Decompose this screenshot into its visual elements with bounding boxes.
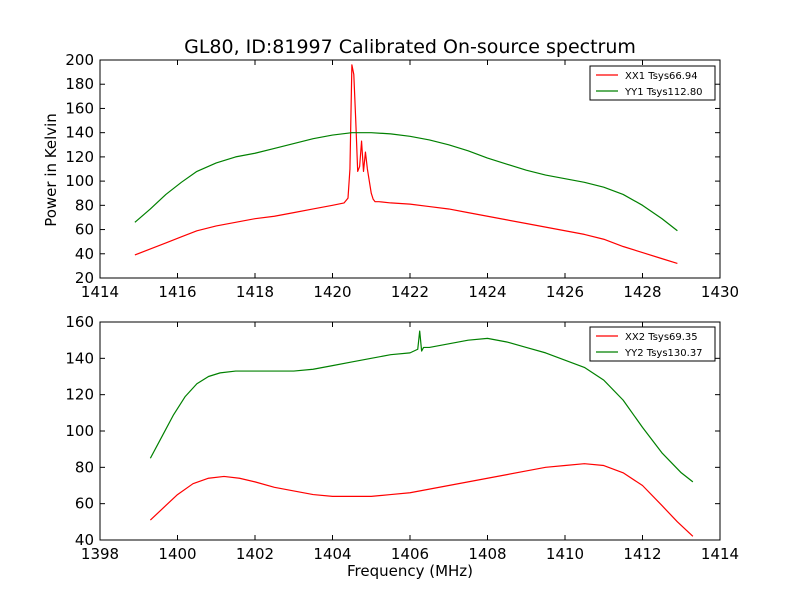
y-tick-label: 180 [65, 75, 94, 93]
y-tick-label: 20 [75, 269, 94, 287]
y-tick-label: 120 [65, 386, 94, 404]
y-tick-label: 60 [75, 495, 94, 513]
x-tick-label: 1412 [623, 545, 661, 563]
series-line-xx1 [134, 64, 678, 265]
x-tick-label: 1426 [546, 283, 584, 301]
y-tick-label: 100 [65, 422, 94, 440]
y-tick-label: 80 [75, 196, 94, 214]
y-tick-label: 60 [75, 221, 94, 239]
x-tick-label: 1410 [546, 545, 584, 563]
y-tick-label: 40 [75, 531, 94, 549]
legend-box [589, 65, 716, 101]
series-line-xx2 [149, 463, 694, 537]
x-tick-label: 1400 [158, 545, 196, 563]
x-tick-label: 1404 [313, 545, 351, 563]
legend-box [589, 326, 716, 362]
x-tick-label: 1424 [468, 283, 506, 301]
x-tick-label: 1428 [623, 283, 661, 301]
y-tick-label: 140 [65, 124, 94, 142]
y-axis-label: Power in Kelvin [42, 113, 60, 227]
figure-title: GL80, ID:81997 Calibrated On-source spec… [184, 36, 636, 58]
x-tick-label: 1402 [236, 545, 274, 563]
y-tick-label: 100 [65, 172, 94, 190]
legend-label: YY2 Tsys130.37 [624, 348, 703, 359]
x-tick-label: 1414 [81, 283, 119, 301]
x-tick-label: 1416 [158, 283, 196, 301]
top-panel: 1414 1416 1418 1420 1422 1424 1426 1428 1430 20 40… [65, 51, 739, 301]
legend: XX2 Tsys69.35 YY2 Tsys130.37 [589, 326, 716, 362]
series-line-yy1 [134, 132, 678, 232]
x-tick-label: 1406 [391, 545, 429, 563]
legend-label: YY1 Tsys112.80 [624, 87, 703, 98]
y-tick-label: 200 [65, 51, 94, 69]
x-tick-label: 1420 [313, 283, 351, 301]
y-tick-label: 160 [65, 99, 94, 117]
y-tick-label: 120 [65, 148, 94, 166]
legend-label: XX2 Tsys69.35 [625, 332, 698, 343]
x-tick-label: 1430 [701, 283, 739, 301]
series-line-yy2 [149, 330, 694, 483]
x-tick-label: 1408 [468, 545, 506, 563]
y-tick-label: 40 [75, 245, 94, 263]
x-tick-label: 1414 [701, 545, 739, 563]
y-tick-label: 160 [65, 313, 94, 331]
x-tick-label: 1398 [81, 545, 119, 563]
legend-label: XX1 Tsys66.94 [625, 71, 698, 82]
y-tick-label: 80 [75, 458, 94, 476]
y-tick-label: 140 [65, 349, 94, 367]
x-tick-label: 1418 [236, 283, 274, 301]
legend: XX1 Tsys66.94 YY1 Tsys112.80 [589, 65, 716, 101]
x-tick-label: 1422 [391, 283, 429, 301]
bottom-panel: 1398 1400 1402 1404 1406 1408 1410 1412 1414 40 60… [65, 313, 739, 563]
x-axis-label: Frequency (MHz) [347, 562, 473, 580]
